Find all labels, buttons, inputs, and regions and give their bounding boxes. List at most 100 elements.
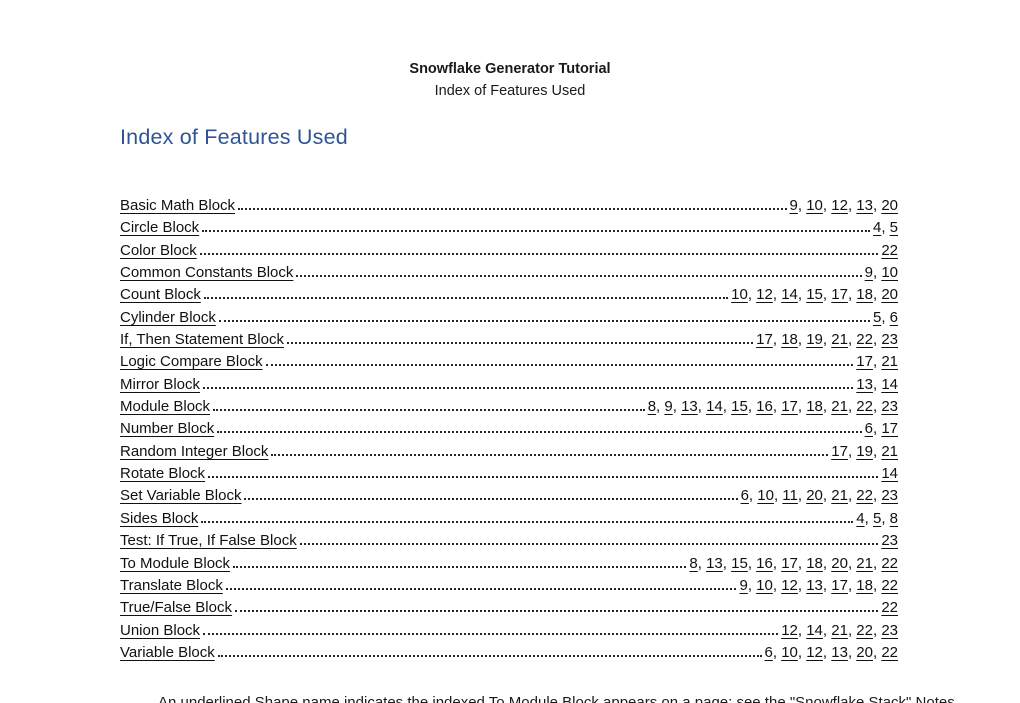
toc-entry-link[interactable]: True/False Block [120,599,232,617]
toc-page-link[interactable]: 9 [864,264,873,282]
toc-page-link[interactable]: 15 [731,398,748,416]
toc-page-link[interactable]: 22 [881,241,898,259]
toc-page-link[interactable]: 14 [881,465,898,483]
toc-page-link[interactable]: 18 [806,398,823,416]
toc-page-link[interactable]: 18 [856,286,873,304]
toc-entry-link[interactable]: Translate Block [120,576,223,594]
toc-page-link[interactable]: 5 [872,308,882,326]
toc-page-link[interactable]: 20 [831,554,848,572]
toc-page-link[interactable]: 6 [740,487,749,505]
toc-page-link[interactable]: 17 [756,331,773,349]
toc-page-link[interactable]: 12 [831,197,848,214]
toc-page-link[interactable]: 21 [856,554,873,572]
toc-page-link[interactable]: 4 [872,219,882,237]
toc-page-link[interactable]: 9 [789,197,798,214]
toc-entry-link[interactable]: Cylinder Block [120,308,216,326]
toc-page-link[interactable]: 9 [739,576,748,594]
toc-entry-link[interactable]: Random Integer Block [120,442,269,460]
toc-entry-link[interactable]: Module Block [120,398,211,416]
toc-page-link[interactable]: 12 [756,286,773,304]
toc-page-link[interactable]: 22 [881,554,898,572]
toc-page-link[interactable]: 12 [781,621,798,639]
toc-page-link[interactable]: 22 [856,487,873,505]
toc-page-link[interactable]: 13 [706,554,723,572]
toc-page-link[interactable]: 23 [881,621,898,639]
toc-page-link[interactable]: 12 [781,576,798,594]
toc-page-link[interactable]: 5 [872,509,882,527]
toc-entry-link[interactable]: Circle Block [120,219,200,237]
toc-page-link[interactable]: 18 [806,554,823,572]
toc-page-link[interactable]: 13 [856,375,873,393]
toc-page-link[interactable]: 10 [731,286,748,304]
toc-page-link[interactable]: 14 [881,375,898,393]
toc-page-link[interactable]: 13 [681,398,698,416]
toc-page-link[interactable]: 14 [806,621,823,639]
toc-page-link[interactable]: 9 [664,398,673,416]
toc-entry-link[interactable]: Sides Block [120,509,199,527]
toc-page-link[interactable]: 6 [764,643,773,661]
toc-page-link[interactable]: 15 [731,554,748,572]
toc-entry-link[interactable]: Number Block [120,420,215,438]
toc-page-link[interactable]: 10 [881,264,898,282]
toc-page-link[interactable]: 13 [856,197,873,214]
toc-page-link[interactable]: 17 [781,398,798,416]
toc-page-link[interactable]: 22 [881,599,898,617]
toc-page-link[interactable]: 23 [881,331,898,349]
toc-page-link[interactable]: 21 [831,487,848,505]
toc-page-link[interactable]: 14 [706,398,723,416]
toc-page-link[interactable]: 6 [864,420,873,438]
toc-page-link[interactable]: 22 [856,398,873,416]
toc-page-link[interactable]: 8 [647,398,657,416]
toc-entry-link[interactable]: Set Variable Block [120,487,242,505]
toc-page-link[interactable]: 23 [881,398,898,416]
toc-page-link[interactable]: 10 [806,197,823,214]
toc-page-link[interactable]: 22 [881,576,898,594]
toc-page-link[interactable]: 10 [756,576,773,594]
toc-page-link[interactable]: 14 [781,286,798,304]
toc-page-link[interactable]: 18 [856,576,873,594]
toc-page-link[interactable]: 17 [831,286,848,304]
toc-page-link[interactable]: 21 [831,331,848,349]
toc-page-link[interactable]: 17 [881,420,898,438]
toc-entry-link[interactable]: Variable Block [120,643,215,661]
toc-page-link[interactable]: 21 [831,398,848,416]
toc-entry-link[interactable]: Logic Compare Block [120,353,263,371]
toc-entry-link[interactable]: Union Block [120,621,201,639]
toc-page-link[interactable]: 13 [806,576,823,594]
toc-page-link[interactable]: 20 [856,643,873,661]
toc-page-link[interactable]: 22 [856,621,873,639]
toc-page-link[interactable]: 16 [756,398,773,416]
toc-page-link[interactable]: 10 [757,487,774,505]
toc-page-link[interactable]: 11 [782,487,798,505]
toc-page-link[interactable]: 6 [889,308,898,326]
toc-page-link[interactable]: 8 [689,554,698,572]
toc-page-link[interactable]: 23 [881,532,898,550]
toc-page-link[interactable]: 18 [781,331,798,349]
toc-page-link[interactable]: 4 [856,509,865,527]
toc-page-link[interactable]: 21 [831,621,848,639]
toc-entry-link[interactable]: Basic Math Block [120,197,236,214]
toc-page-link[interactable]: 13 [831,643,848,661]
toc-page-link[interactable]: 17 [831,442,848,460]
toc-page-link[interactable]: 19 [856,442,873,460]
toc-page-link[interactable]: 17 [831,576,848,594]
toc-entry-link[interactable]: Color Block [120,241,197,259]
toc-entry-link[interactable]: Mirror Block [120,375,201,393]
toc-page-link[interactable]: 20 [881,197,898,214]
toc-entry-link[interactable]: If, Then Statement Block [120,331,284,349]
toc-page-link[interactable]: 20 [881,286,898,304]
toc-page-link[interactable]: 15 [806,286,823,304]
toc-page-link[interactable]: 8 [889,509,898,527]
toc-page-link[interactable]: 21 [881,353,898,371]
toc-page-link[interactable]: 19 [806,331,823,349]
toc-page-link[interactable]: 16 [756,554,773,572]
toc-entry-link[interactable]: To Module Block [120,554,231,572]
toc-page-link[interactable]: 17 [856,353,873,371]
toc-entry-link[interactable]: Count Block [120,286,201,304]
toc-entry-link[interactable]: Common Constants Block [120,264,294,282]
toc-entry-link[interactable]: Rotate Block [120,465,206,483]
toc-page-link[interactable]: 21 [881,442,898,460]
toc-page-link[interactable]: 10 [781,643,798,661]
toc-entry-link[interactable]: Test: If True, If False Block [120,532,297,550]
toc-page-link[interactable]: 12 [806,643,823,661]
